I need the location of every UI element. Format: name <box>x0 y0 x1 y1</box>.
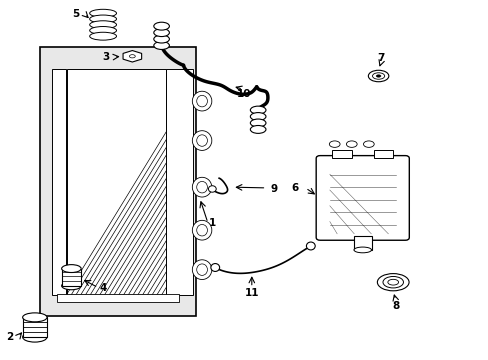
FancyBboxPatch shape <box>66 69 166 295</box>
Ellipse shape <box>377 274 408 291</box>
Ellipse shape <box>192 131 211 150</box>
Ellipse shape <box>196 95 207 107</box>
Ellipse shape <box>192 260 211 279</box>
Ellipse shape <box>250 113 265 121</box>
Text: 3: 3 <box>102 52 109 62</box>
Text: 9: 9 <box>270 184 277 194</box>
FancyBboxPatch shape <box>373 149 392 158</box>
FancyBboxPatch shape <box>52 69 65 295</box>
Ellipse shape <box>154 29 169 37</box>
Ellipse shape <box>306 242 315 250</box>
FancyBboxPatch shape <box>57 294 178 302</box>
Text: 5: 5 <box>73 9 80 19</box>
Ellipse shape <box>375 75 380 77</box>
Ellipse shape <box>367 70 388 82</box>
Ellipse shape <box>353 247 371 253</box>
Ellipse shape <box>250 119 265 127</box>
Ellipse shape <box>192 177 211 197</box>
Ellipse shape <box>22 313 47 322</box>
Ellipse shape <box>192 220 211 240</box>
Ellipse shape <box>89 9 116 17</box>
Ellipse shape <box>89 21 116 29</box>
Ellipse shape <box>250 126 265 134</box>
Text: 1: 1 <box>209 218 216 228</box>
Text: 7: 7 <box>377 53 384 63</box>
FancyBboxPatch shape <box>353 236 371 250</box>
Ellipse shape <box>61 265 81 273</box>
Ellipse shape <box>196 225 207 236</box>
Ellipse shape <box>196 264 207 275</box>
Text: 2: 2 <box>6 332 13 342</box>
Text: 6: 6 <box>290 183 298 193</box>
Ellipse shape <box>196 135 207 146</box>
FancyBboxPatch shape <box>40 47 195 316</box>
FancyBboxPatch shape <box>331 149 351 158</box>
Ellipse shape <box>346 141 356 147</box>
Ellipse shape <box>387 279 398 285</box>
Ellipse shape <box>154 35 169 43</box>
Polygon shape <box>123 50 142 62</box>
Ellipse shape <box>382 276 403 288</box>
Text: 8: 8 <box>391 301 399 311</box>
FancyBboxPatch shape <box>22 318 47 337</box>
Ellipse shape <box>22 332 47 342</box>
Ellipse shape <box>210 264 219 271</box>
Text: 11: 11 <box>244 288 259 298</box>
Ellipse shape <box>89 27 116 35</box>
Ellipse shape <box>154 22 169 30</box>
Ellipse shape <box>363 141 373 147</box>
Ellipse shape <box>61 282 81 290</box>
Ellipse shape <box>129 55 135 58</box>
Ellipse shape <box>154 41 169 49</box>
Ellipse shape <box>372 73 384 79</box>
FancyBboxPatch shape <box>61 269 81 286</box>
FancyBboxPatch shape <box>166 69 193 295</box>
Text: 10: 10 <box>237 89 251 99</box>
Ellipse shape <box>89 32 116 40</box>
Ellipse shape <box>192 91 211 111</box>
Ellipse shape <box>250 106 265 114</box>
Ellipse shape <box>208 186 216 192</box>
Text: 4: 4 <box>99 283 106 293</box>
FancyBboxPatch shape <box>316 156 408 240</box>
Ellipse shape <box>329 141 339 147</box>
Ellipse shape <box>196 181 207 193</box>
Ellipse shape <box>89 15 116 23</box>
